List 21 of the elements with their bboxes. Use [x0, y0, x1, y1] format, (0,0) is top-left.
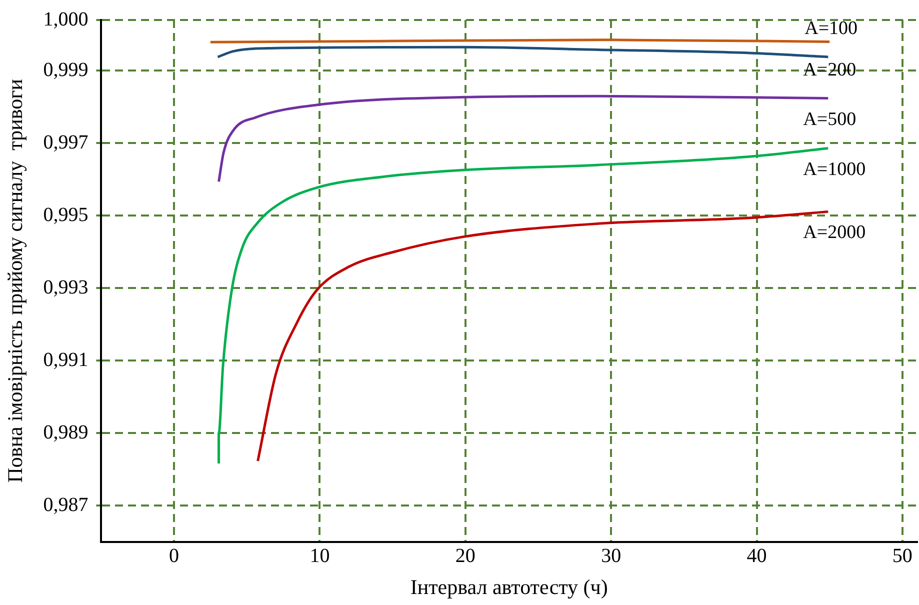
line-series [216, 46, 830, 58]
x-tick-label: 50 [892, 545, 912, 568]
x-tick-label: 0 [169, 545, 180, 568]
x-axis-title: Інтервал автотесту (ч) [410, 574, 608, 599]
y-tick-label: 0,989 [43, 421, 88, 444]
y-tick-label: 0,993 [43, 276, 88, 298]
series-label: A=100 [804, 18, 858, 40]
y-axis-title: Повна імовірність прийому сигналу тривоги [3, 79, 28, 483]
y-tick-label: 0,995 [43, 204, 88, 226]
y-tick-label: 1,000 [43, 8, 88, 30]
x-tick-label: 10 [310, 545, 330, 568]
y-tick-label: 0,987 [43, 494, 88, 516]
y-tick-label: 0,997 [43, 131, 88, 154]
x-tick-label: 20 [455, 545, 476, 568]
y-tick-label: 0,991 [43, 348, 88, 371]
x-tick-label: 40 [746, 545, 767, 568]
series-label: A=500 [803, 108, 856, 130]
series-label: A=1000 [803, 158, 866, 180]
series-label: A=2000 [803, 222, 866, 244]
y-tick-label: 0,999 [43, 58, 88, 81]
x-tick-label: 30 [601, 545, 622, 568]
